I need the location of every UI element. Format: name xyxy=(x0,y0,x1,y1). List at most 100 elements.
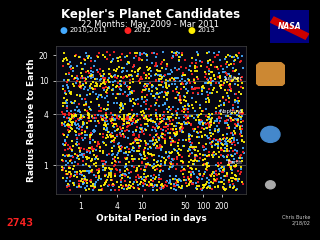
Point xyxy=(110,167,115,171)
Point xyxy=(221,167,227,171)
Point xyxy=(196,159,201,163)
Point xyxy=(239,117,244,120)
Point xyxy=(68,188,73,192)
Point xyxy=(127,123,132,127)
Point xyxy=(139,126,144,130)
Point xyxy=(229,136,234,140)
Point xyxy=(135,114,140,118)
Point xyxy=(117,125,123,129)
Point xyxy=(143,82,148,85)
Point xyxy=(171,78,176,82)
Point xyxy=(86,56,91,60)
Point xyxy=(133,137,138,141)
Point xyxy=(93,157,98,161)
Y-axis label: Radius Relative to Earth: Radius Relative to Earth xyxy=(27,58,36,182)
Point xyxy=(81,174,86,178)
Point xyxy=(100,86,106,90)
Point xyxy=(89,119,94,123)
Point xyxy=(159,159,164,163)
Point xyxy=(128,90,133,94)
Point xyxy=(150,179,156,182)
Point xyxy=(154,175,159,179)
Point xyxy=(230,141,235,145)
Point xyxy=(240,66,245,69)
Point xyxy=(81,183,86,186)
Point xyxy=(155,144,160,148)
Point xyxy=(190,56,195,60)
Point xyxy=(214,110,219,114)
Point xyxy=(110,117,115,120)
Point xyxy=(174,96,179,100)
Point xyxy=(173,53,179,57)
Point xyxy=(95,119,100,123)
Point xyxy=(194,100,199,104)
Point xyxy=(82,178,87,182)
Point xyxy=(83,108,88,111)
Point xyxy=(152,184,157,187)
Point xyxy=(183,181,188,185)
Point xyxy=(100,76,106,80)
Point xyxy=(103,173,108,177)
Point xyxy=(179,87,184,91)
Point xyxy=(78,93,83,97)
Point xyxy=(89,72,94,76)
Point xyxy=(201,127,206,131)
Point xyxy=(192,147,197,151)
Point xyxy=(232,164,237,168)
Point xyxy=(141,71,147,75)
Point xyxy=(216,162,221,166)
Point xyxy=(172,77,177,81)
Point xyxy=(103,183,108,186)
Point xyxy=(101,107,106,111)
Point xyxy=(204,126,209,129)
Point xyxy=(102,174,107,177)
Point xyxy=(72,129,77,133)
Point xyxy=(163,161,168,165)
Point xyxy=(152,73,157,77)
Point xyxy=(86,116,91,120)
Point xyxy=(117,103,122,107)
Point xyxy=(74,172,79,176)
Point xyxy=(101,159,106,163)
Point xyxy=(118,127,123,131)
Point xyxy=(100,165,105,169)
Point xyxy=(194,175,199,179)
Point xyxy=(122,102,127,106)
Point xyxy=(224,121,229,125)
Point xyxy=(136,164,141,168)
Point xyxy=(104,88,109,92)
Point xyxy=(215,53,220,57)
Point xyxy=(100,114,105,118)
Point xyxy=(173,133,178,137)
Point xyxy=(178,98,183,102)
Point xyxy=(196,115,201,119)
Point xyxy=(116,128,121,132)
Point xyxy=(218,86,223,90)
Point xyxy=(193,181,198,185)
Point xyxy=(65,78,70,82)
Point xyxy=(102,86,107,90)
Point xyxy=(108,74,114,78)
Point xyxy=(232,126,237,130)
Point xyxy=(143,175,148,179)
Point xyxy=(186,68,191,72)
Point xyxy=(83,136,88,140)
Point xyxy=(160,131,165,135)
Point xyxy=(137,149,142,153)
Point xyxy=(129,99,134,103)
Point xyxy=(121,122,126,126)
Point xyxy=(62,122,67,126)
Point xyxy=(194,131,199,134)
Point xyxy=(129,184,134,187)
Point xyxy=(103,55,108,59)
Point xyxy=(81,103,86,107)
Point xyxy=(90,74,95,78)
Point xyxy=(104,180,109,184)
Point xyxy=(77,110,82,114)
Point xyxy=(211,89,216,92)
Point xyxy=(181,144,186,148)
Point xyxy=(148,182,153,186)
Point xyxy=(109,131,114,135)
Point xyxy=(236,79,241,83)
Point xyxy=(81,57,86,61)
